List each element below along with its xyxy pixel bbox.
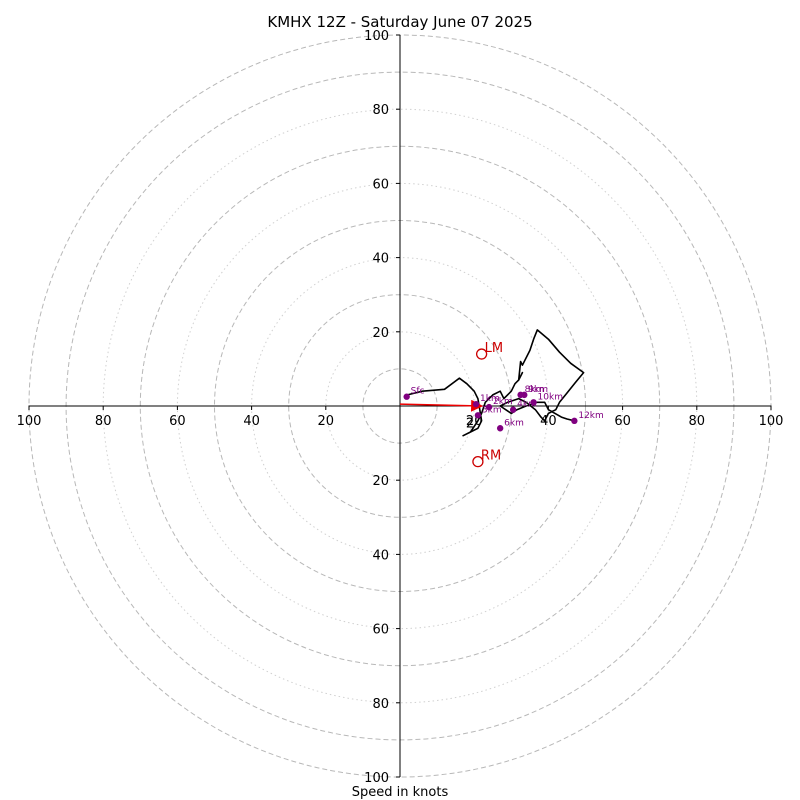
- x-tick-label: 100: [759, 414, 784, 429]
- height-point: [474, 412, 482, 419]
- height-point: [521, 391, 528, 399]
- height-point: [571, 417, 578, 425]
- height-point-label: 10km: [538, 392, 563, 402]
- y-tick-label: 40: [372, 548, 389, 563]
- x-tick-label: 60: [169, 414, 186, 429]
- storm-vector: 2: [399, 399, 484, 432]
- height-point: [472, 400, 480, 408]
- y-tick-label: 80: [372, 103, 389, 118]
- y-tick-label: 80: [372, 697, 389, 712]
- y-tick-label: 60: [372, 623, 389, 638]
- x-tick-label: 80: [689, 414, 706, 429]
- height-point-label: 1km: [480, 394, 500, 404]
- x-tick-label: 100: [17, 414, 42, 429]
- y-tick-label: 40: [372, 252, 389, 267]
- height-point-label: 8km: [525, 385, 545, 395]
- storm-marker-label: RM: [481, 449, 501, 464]
- hodograph-trace: [407, 329, 585, 437]
- x-tick-label: 20: [318, 414, 335, 429]
- x-axis-label: Speed in knots: [352, 785, 449, 800]
- height-point-label: Sfc: [411, 387, 425, 397]
- storm-marker: [475, 348, 488, 360]
- height-point-label: 2km: [493, 397, 513, 407]
- y-tick-label: 20: [372, 326, 389, 341]
- x-tick-label: 80: [95, 414, 112, 429]
- storm-vector-line: [399, 399, 484, 412]
- x-tick-label: 60: [614, 414, 631, 429]
- x-tick-label: 40: [243, 414, 260, 429]
- storm-marker-label: LM: [485, 341, 503, 356]
- y-tick-label: 100: [364, 29, 389, 44]
- y-tick-label: 100: [364, 771, 389, 786]
- height-point: [485, 403, 493, 411]
- tick-labels: 100 80 60 40 20 20 40 60 80 100100806040202040608…: [17, 29, 784, 786]
- storm-marker: [472, 455, 484, 468]
- chart-title: KMHX 12Z - Saturday June 07 2025: [267, 13, 532, 31]
- mean-wind-label: 2: [466, 417, 474, 432]
- height-point-label: 12km: [578, 411, 603, 421]
- storm-motion-markers: LM RM: [472, 341, 503, 468]
- x-tick-label: 40: [540, 414, 557, 429]
- height-point-label: 6km: [504, 418, 524, 428]
- height-point: [530, 399, 537, 406]
- height-point: [403, 393, 410, 400]
- height-point-label: 4km: [517, 400, 537, 410]
- axes: [28, 35, 772, 777]
- height-point: [509, 406, 517, 413]
- y-tick-label: 20: [372, 474, 389, 489]
- height-point: [496, 425, 504, 432]
- y-tick-label: 60: [372, 177, 389, 192]
- height-point-label: 9km: [528, 385, 548, 395]
- hodograph-line: [407, 329, 585, 437]
- height-point-label: 3km: [482, 405, 502, 415]
